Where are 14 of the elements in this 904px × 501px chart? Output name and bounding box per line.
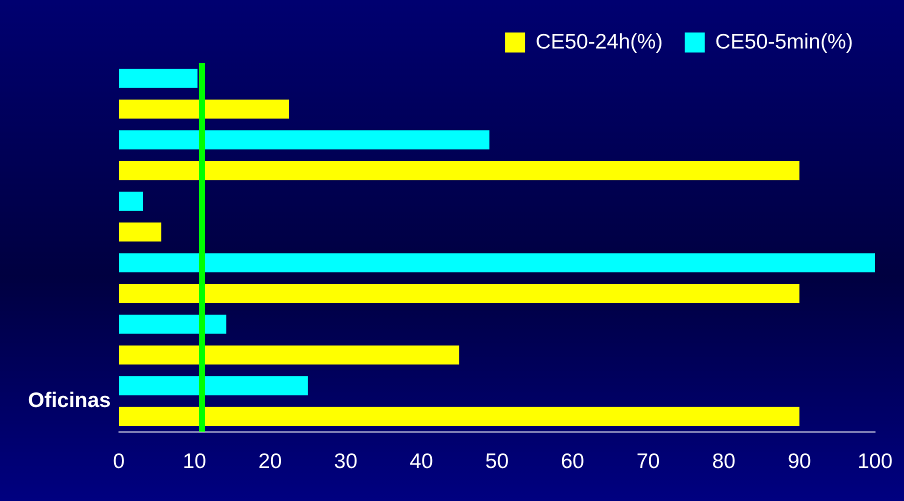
x-tick-label: 100: [857, 450, 893, 474]
legend-label: CE50-24h(%): [536, 30, 663, 54]
legend-label: CE50-5min(%): [715, 30, 854, 54]
x-tick-label: 30: [334, 450, 358, 474]
x-tick-label: 50: [485, 450, 509, 474]
x-tick-label: 40: [410, 450, 433, 474]
x-tick-label: 70: [636, 450, 660, 474]
x-tick-label: 20: [258, 450, 282, 474]
x-tick-label: 80: [712, 450, 736, 474]
x-tick-label: 10: [182, 450, 206, 474]
x-tick-label: 60: [560, 450, 584, 474]
y-tick-label: Oficinas: [28, 388, 111, 412]
x-tick-label: 0: [113, 450, 125, 474]
x-tick-label: 90: [788, 450, 812, 474]
